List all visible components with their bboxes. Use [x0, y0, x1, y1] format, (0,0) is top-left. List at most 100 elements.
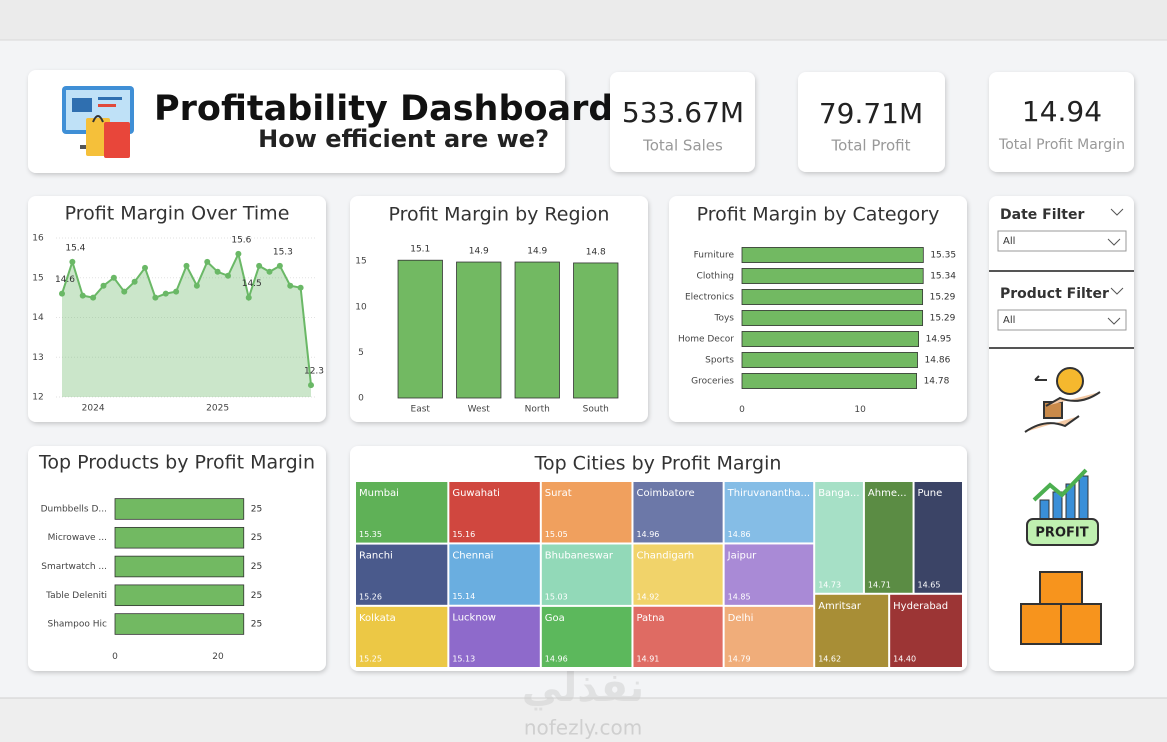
x-tick-label: 2024 — [82, 404, 105, 414]
data-label: 25 — [251, 562, 262, 572]
y-tick-label: Smartwatch ... — [41, 562, 107, 572]
boxes-icon — [1020, 571, 1102, 645]
chevron[interactable] — [1110, 208, 1124, 216]
data-label: 14.8 — [586, 247, 606, 257]
data-label: 15.3 — [273, 247, 293, 257]
cell-label: Patna — [636, 613, 664, 624]
bar — [397, 259, 443, 399]
cell-label: Chandigarh — [636, 550, 694, 561]
point — [121, 288, 128, 295]
chart-card — [28, 196, 326, 422]
kpi-value: 533.67M — [622, 96, 744, 129]
point — [162, 290, 169, 297]
top-bar — [0, 0, 1167, 40]
cell-label: Pune — [918, 488, 943, 499]
x-tick-label: 2025 — [206, 404, 229, 414]
y-tick-label: 5 — [358, 348, 364, 358]
treemap-cell — [724, 544, 814, 605]
point — [308, 382, 314, 389]
data-label: 14.5 — [242, 279, 262, 289]
y-tick-label: 12 — [32, 393, 43, 403]
y-tick-label: Table Deleniti — [45, 591, 107, 601]
treemap-cell — [815, 594, 889, 667]
treemap-cell — [541, 544, 632, 605]
cell-value: 14.96 — [636, 530, 659, 539]
bar — [573, 262, 619, 399]
bar — [741, 310, 924, 326]
data-label: 25 — [251, 591, 262, 601]
profit-icon: PROFIT — [1026, 468, 1099, 546]
treemap-cell — [633, 606, 723, 667]
kpi-label: Total Profit — [831, 137, 911, 155]
point — [110, 274, 117, 281]
chart-title: Top Products by Profit Margin — [38, 452, 315, 474]
dropdown-value[interactable]: All — [1003, 236, 1015, 247]
dropdown-value[interactable]: All — [1003, 315, 1015, 326]
chevron[interactable] — [1107, 238, 1121, 246]
dropdown[interactable] — [997, 309, 1127, 331]
cell-label: Mumbai — [359, 488, 399, 499]
cell-label: Goa — [545, 613, 565, 624]
y-tick-label: Electronics — [685, 293, 734, 303]
x-tick-label: North — [525, 405, 550, 415]
chevron[interactable] — [1110, 287, 1124, 295]
point — [225, 272, 231, 279]
cell-value: 14.62 — [818, 655, 841, 664]
cell-value: 14.86 — [728, 530, 751, 539]
cell-value: 15.26 — [359, 592, 382, 601]
data-label: 14.95 — [926, 335, 952, 345]
bar — [456, 261, 502, 399]
cell-value: 14.71 — [868, 580, 891, 589]
y-tick-label: 16 — [32, 234, 44, 244]
y-tick-label: Clothing — [697, 272, 734, 282]
point — [152, 294, 159, 301]
data-label: 12.3 — [304, 367, 324, 377]
point — [256, 262, 263, 269]
watermark: نفذلي — [522, 665, 644, 711]
data-label: 25 — [251, 533, 262, 543]
area — [62, 253, 311, 397]
y-tick-label: 10 — [355, 302, 367, 312]
point — [142, 264, 148, 271]
chart-title: Profit Margin by Region — [389, 204, 610, 226]
y-tick-label: Toys — [714, 314, 735, 324]
chart-title: Profit Margin Over Time — [65, 203, 290, 225]
watermark: nofezly.com — [524, 716, 642, 740]
bar — [741, 373, 917, 389]
treemap-cell — [864, 482, 913, 593]
point — [193, 282, 200, 289]
treemap-cell — [541, 482, 632, 543]
point — [245, 294, 252, 301]
cell-value: 15.16 — [452, 530, 475, 539]
dropdown[interactable] — [997, 230, 1127, 252]
point — [100, 282, 107, 289]
cell-value: 14.96 — [545, 655, 568, 664]
data-label: 15.1 — [410, 245, 430, 255]
cell-value: 15.13 — [452, 655, 475, 664]
data-label: 14.9 — [527, 247, 547, 257]
data-label: 25 — [251, 504, 262, 514]
treemap-cell — [449, 544, 540, 605]
bar — [114, 584, 245, 607]
cell-label: Banga... — [818, 488, 859, 499]
x-tick-label: 0 — [739, 405, 745, 415]
cell-value: 14.91 — [636, 655, 659, 664]
treemap-cell — [914, 482, 962, 593]
chevron[interactable] — [1107, 317, 1121, 325]
cell-value: 15.14 — [452, 592, 475, 601]
kpi-card — [798, 72, 945, 172]
treemap-cell — [449, 606, 540, 667]
point — [287, 282, 294, 289]
cell-value: 15.05 — [545, 530, 568, 539]
header-card — [28, 70, 565, 173]
data-label: 14.86 — [925, 356, 951, 366]
filter-title: Product Filter — [1000, 286, 1109, 302]
bottom-bar — [0, 698, 1167, 742]
bar — [114, 498, 245, 520]
kpi-label: Total Profit Margin — [998, 137, 1125, 153]
data-label: 14.78 — [924, 377, 950, 387]
data-label: 15.29 — [930, 314, 956, 324]
x-tick-label: 0 — [112, 652, 118, 662]
cell-label: Ranchi — [359, 551, 393, 562]
